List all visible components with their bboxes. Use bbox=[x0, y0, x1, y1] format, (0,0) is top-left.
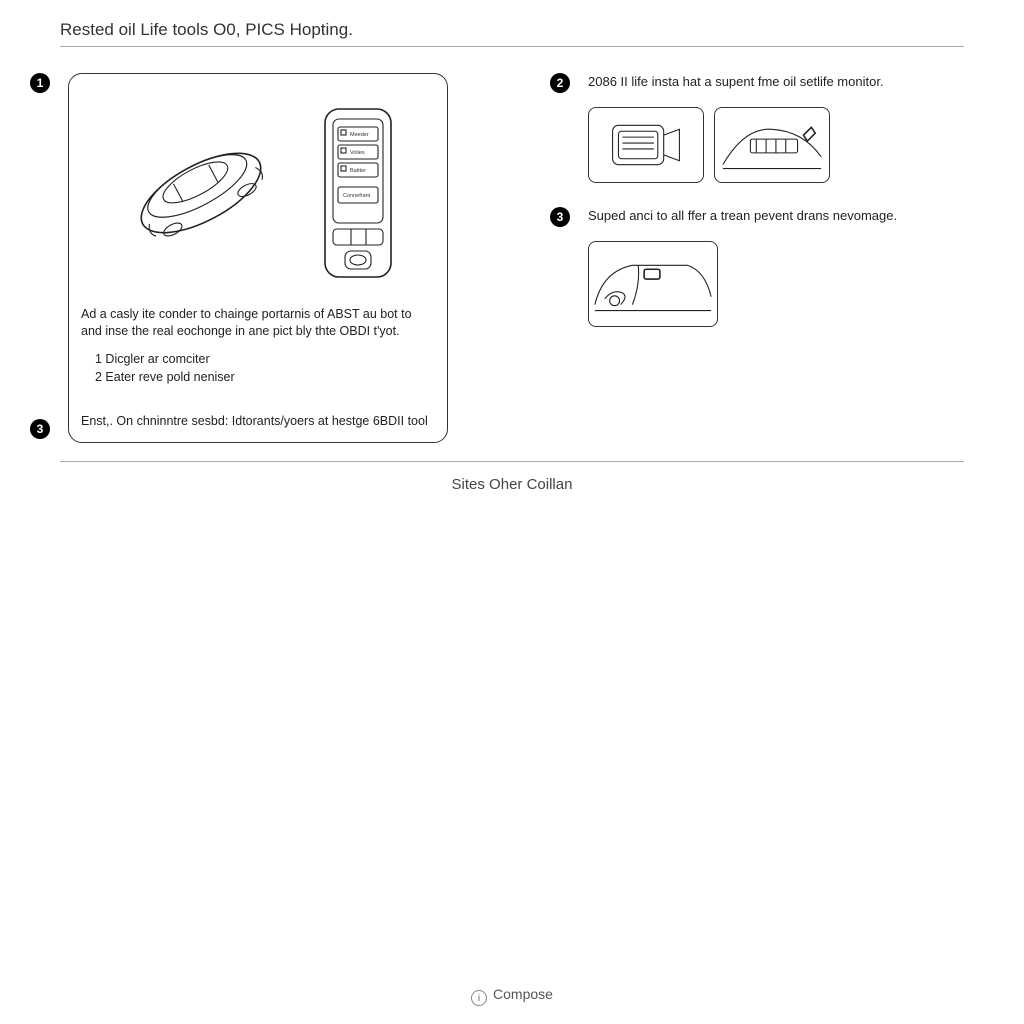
step2-text: 2086 II life insta hat a supent fme oil … bbox=[588, 73, 884, 93]
svg-text:Batiter: Batiter bbox=[350, 168, 366, 174]
svg-text:Connefrant: Connefrant bbox=[343, 193, 371, 199]
step1-description: Ad a casly ite conder to chainge portarn… bbox=[81, 306, 435, 340]
step3-text: Suped anci to all ffer a trean pevent dr… bbox=[588, 207, 897, 227]
step2-thumb-1 bbox=[588, 107, 704, 183]
step1-sublist: 1 Dicgler ar comciter 2 Eater reve pold … bbox=[81, 350, 435, 386]
info-icon: i bbox=[471, 990, 487, 1006]
car-illustration bbox=[111, 128, 291, 258]
step1-panel: Meeder Volies Batiter Connefrant bbox=[68, 73, 448, 443]
list-item: 2 Eater reve pold neniser bbox=[95, 368, 435, 386]
step3-thumb bbox=[588, 241, 718, 327]
step-badge-1: 1 bbox=[30, 73, 50, 93]
section-divider bbox=[60, 461, 964, 462]
compose-button[interactable]: i Compose bbox=[0, 986, 1024, 1007]
step1-note-text: Enst,. On chninntre sesbd: Idtorants/yoe… bbox=[81, 414, 435, 428]
list-item: 1 Dicgler ar comciter bbox=[95, 350, 435, 368]
svg-text:Volies: Volies bbox=[350, 150, 365, 156]
compose-label: Compose bbox=[493, 986, 553, 1002]
page-title: Rested oil Life tools O0, PICS Hopting. bbox=[60, 20, 964, 47]
svg-text:Meeder: Meeder bbox=[350, 132, 369, 138]
step-badge-2: 2 bbox=[550, 73, 570, 93]
step-badge-1-note: 3 bbox=[30, 419, 50, 439]
step2-thumb-2 bbox=[714, 107, 830, 183]
scanner-illustration: Meeder Volies Batiter Connefrant bbox=[311, 103, 406, 283]
step-badge-3: 3 bbox=[550, 207, 570, 227]
footer-caption: Sites Oher Coillan bbox=[60, 476, 964, 493]
